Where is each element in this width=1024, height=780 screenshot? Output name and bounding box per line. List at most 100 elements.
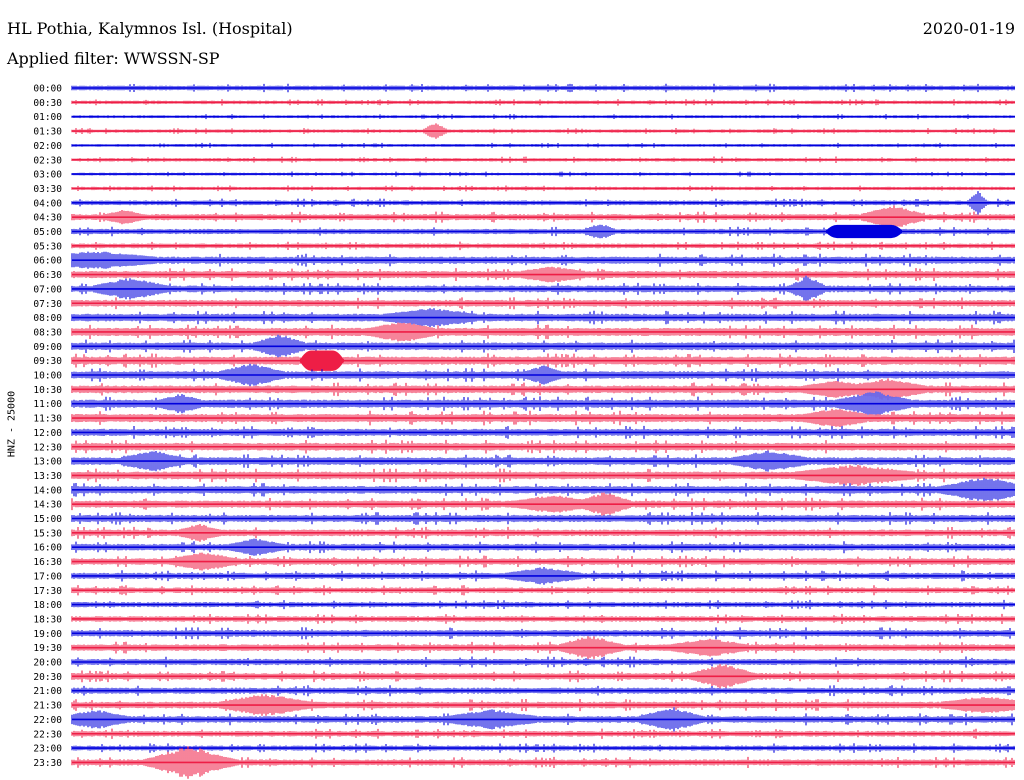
seismic-trace <box>71 363 1015 387</box>
time-label: 14:30 <box>33 500 62 511</box>
time-label: 06:00 <box>33 256 62 267</box>
time-label: 20:00 <box>33 658 62 669</box>
seismic-trace <box>71 142 1015 148</box>
time-label: 04:00 <box>33 198 62 209</box>
seismic-trace <box>71 552 1015 571</box>
time-label: 05:00 <box>33 227 62 238</box>
time-label: 07:30 <box>33 299 62 310</box>
seismic-trace <box>71 171 1015 177</box>
time-label: 03:30 <box>33 184 62 195</box>
time-label: 03:00 <box>33 170 62 181</box>
seismic-trace <box>71 391 1015 416</box>
trace-group <box>71 83 1015 779</box>
time-label: 01:30 <box>33 127 62 138</box>
seismic-trace <box>71 439 1015 454</box>
time-label: 19:00 <box>33 629 62 640</box>
seismic-trace <box>71 297 1015 310</box>
time-label: 15:30 <box>33 528 62 539</box>
time-label: 00:00 <box>33 84 62 95</box>
seismic-trace <box>71 613 1015 624</box>
time-label: 18:00 <box>33 600 62 611</box>
time-label: 15:00 <box>33 514 62 525</box>
seismic-trace <box>71 378 1015 401</box>
seismic-trace <box>71 123 1015 139</box>
time-label: 17:00 <box>33 571 62 582</box>
seismic-trace <box>71 585 1015 596</box>
seismic-trace <box>71 156 1015 163</box>
seismic-trace <box>71 191 1015 215</box>
seismic-trace <box>71 627 1015 640</box>
seismic-trace <box>71 99 1015 106</box>
time-label: 14:00 <box>33 485 62 496</box>
time-label: 00:30 <box>33 98 62 109</box>
seismic-trace <box>71 465 1015 486</box>
seismic-trace <box>71 224 1015 239</box>
time-label: 06:30 <box>33 270 62 281</box>
seismic-event <box>825 224 904 239</box>
time-label: 09:00 <box>33 342 62 353</box>
seismic-trace <box>71 83 1015 93</box>
seismic-trace <box>71 477 1015 502</box>
time-label: 23:00 <box>33 744 62 755</box>
time-label: 10:00 <box>33 371 62 382</box>
time-label: 20:30 <box>33 672 62 683</box>
time-label: 12:30 <box>33 442 62 453</box>
seismic-trace <box>71 728 1015 739</box>
time-label: 13:00 <box>33 457 62 468</box>
time-label: 21:00 <box>33 686 62 697</box>
time-label: 09:30 <box>33 356 62 367</box>
seismic-trace <box>71 636 1015 660</box>
seismic-trace <box>71 512 1015 525</box>
seismic-trace <box>71 334 1015 358</box>
time-label: 19:30 <box>33 643 62 654</box>
seismic-trace <box>71 275 1015 303</box>
seismic-trace <box>71 664 1015 689</box>
seismic-trace <box>71 656 1015 668</box>
time-label: 10:30 <box>33 385 62 396</box>
time-label: 05:30 <box>33 241 62 252</box>
time-label: 18:30 <box>33 614 62 625</box>
seismic-trace <box>71 425 1015 439</box>
seismic-trace <box>71 322 1015 342</box>
seismic-trace <box>71 685 1015 697</box>
time-label: 08:30 <box>33 327 62 338</box>
seismic-trace <box>71 241 1015 251</box>
time-label: 16:00 <box>33 543 62 554</box>
time-label: 21:30 <box>33 701 62 712</box>
seismic-trace <box>71 450 1015 472</box>
time-label: 01:00 <box>33 112 62 123</box>
seismic-trace <box>71 308 1015 327</box>
time-label: 04:30 <box>33 213 62 224</box>
seismic-trace <box>71 408 1015 428</box>
seismic-trace <box>71 114 1015 120</box>
seismic-trace <box>71 251 1015 269</box>
seismic-trace <box>71 266 1015 283</box>
seismic-trace <box>71 707 1015 732</box>
seismic-trace <box>71 524 1015 542</box>
seismic-trace <box>71 538 1015 556</box>
time-label: 11:30 <box>33 414 62 425</box>
filter-label: Applied filter: WWSSN-SP <box>7 49 220 68</box>
seismic-trace <box>71 567 1015 585</box>
time-label: 17:30 <box>33 586 62 597</box>
time-label: 22:30 <box>33 729 62 740</box>
seismic-trace <box>71 205 1015 229</box>
time-label-group: 00:00 00:30 01:00 01:30 02:00 02:30 03:00 03:30… <box>33 84 62 769</box>
station-title: HL Pothia, Kalymnos Isl. (Hospital) <box>7 19 293 38</box>
seismic-trace <box>71 492 1015 516</box>
time-label: 02:00 <box>33 141 62 152</box>
seismic-trace <box>71 694 1015 716</box>
time-label: 11:00 <box>33 399 62 410</box>
seismic-trace <box>71 185 1015 192</box>
time-label: 07:00 <box>33 284 62 295</box>
time-label: 02:30 <box>33 155 62 166</box>
seismic-trace <box>71 353 1015 368</box>
seismic-event <box>299 350 345 371</box>
seismic-trace <box>71 743 1015 753</box>
date-label: 2020-01-19 <box>922 19 1015 38</box>
time-label: 22:00 <box>33 715 62 726</box>
seismic-trace <box>71 599 1015 610</box>
time-label: 13:30 <box>33 471 62 482</box>
time-label: 12:00 <box>33 428 62 439</box>
